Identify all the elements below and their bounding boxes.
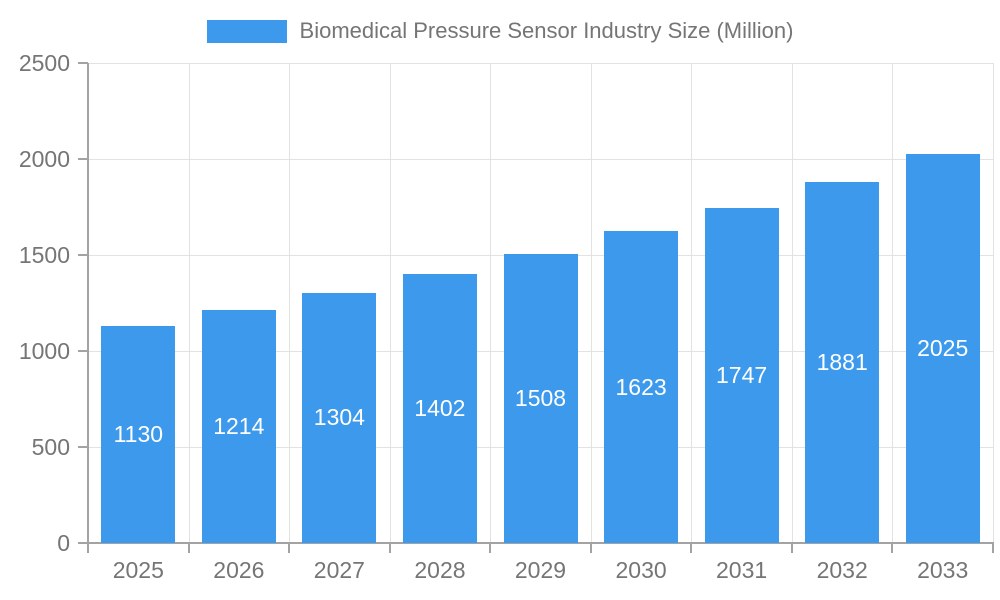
bar-value-label: 1623: [615, 373, 667, 400]
gridline-vertical: [590, 63, 592, 543]
y-axis-tick: [78, 158, 88, 160]
x-axis-label: 2031: [716, 557, 768, 583]
y-axis-label: 1000: [18, 338, 70, 364]
gridline-vertical: [188, 63, 190, 543]
y-axis-line: [87, 63, 89, 543]
bar-value-label: 1304: [313, 404, 365, 431]
x-axis-label: 2033: [917, 557, 969, 583]
plot-area: 1130 1214 1304 1402 1508 1623 1747 1881 2025: [88, 63, 993, 543]
x-axis-label: 2032: [816, 557, 868, 583]
x-axis-label: 2030: [615, 557, 667, 583]
chart-legend[interactable]: Biomedical Pressure Sensor Industry Size…: [0, 18, 1000, 44]
bar-value-label: 2025: [917, 335, 969, 362]
bar-2033[interactable]: 2025: [905, 154, 980, 543]
bar-2027[interactable]: 1304: [302, 292, 377, 543]
x-axis-label: 2028: [414, 557, 466, 583]
gridline-vertical: [389, 63, 391, 543]
x-axis-tick: [790, 544, 793, 553]
x-axis-tick: [388, 544, 391, 553]
gridline-vertical: [490, 63, 492, 543]
bar-2028[interactable]: 1402: [402, 273, 477, 543]
y-axis-tick: [78, 62, 88, 64]
y-axis-label: 0: [57, 530, 70, 556]
y-axis-label: 1500: [18, 242, 70, 268]
bar-2030[interactable]: 1623: [604, 231, 679, 543]
gridline-vertical: [892, 63, 894, 543]
legend-swatch[interactable]: [206, 19, 287, 43]
gridline-horizontal: [88, 63, 993, 64]
x-axis-tick: [891, 544, 894, 553]
y-axis-label: 500: [31, 434, 70, 460]
x-axis-label: 2026: [213, 557, 265, 583]
bar-value-label: 1214: [213, 412, 265, 439]
y-axis-tick: [78, 350, 88, 352]
x-axis-tick: [489, 544, 492, 553]
y-axis-tick: [78, 254, 88, 256]
y-axis-label: 2000: [18, 146, 70, 172]
x-axis-tick: [589, 544, 592, 553]
bar-2032[interactable]: 1881: [805, 181, 880, 543]
bar-value-label: 1130: [113, 421, 164, 447]
bar-value-label: 1508: [514, 384, 567, 411]
bar-2026[interactable]: 1214: [201, 309, 276, 543]
bar-2031[interactable]: 1747: [704, 207, 779, 543]
x-axis-tick: [992, 544, 994, 553]
bar-2029[interactable]: 1508: [503, 253, 578, 543]
x-axis-tick: [87, 544, 89, 553]
gridline-vertical: [791, 63, 793, 543]
bar-value-label: 1881: [816, 348, 868, 375]
y-axis-tick: [78, 542, 88, 544]
bar-value-label: 1402: [414, 394, 466, 421]
y-axis-label: 2500: [18, 50, 70, 76]
gridline-vertical: [289, 63, 291, 543]
x-axis-label: 2025: [112, 557, 164, 583]
x-axis-label: 2027: [313, 557, 365, 583]
y-axis-tick: [78, 446, 88, 448]
x-axis-tick: [288, 544, 291, 553]
gridline-vertical: [993, 63, 994, 543]
x-axis-tick: [690, 544, 693, 553]
bar-value-label: 1747: [716, 361, 768, 388]
gridline-horizontal: [88, 159, 993, 160]
bar-2025[interactable]: 1130: [101, 326, 176, 543]
gridline-vertical: [691, 63, 693, 543]
x-axis-tick: [187, 544, 190, 553]
legend-label[interactable]: Biomedical Pressure Sensor Industry Size…: [299, 18, 794, 43]
x-axis-label: 2029: [514, 557, 567, 583]
x-axis-line: [87, 542, 994, 544]
